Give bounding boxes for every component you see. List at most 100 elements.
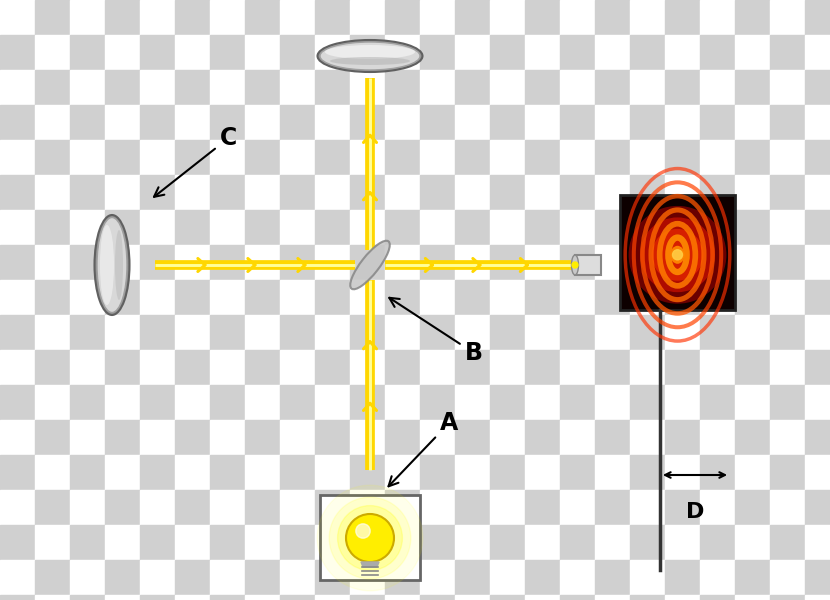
Bar <box>665 175 700 210</box>
Bar <box>385 35 420 70</box>
Bar <box>245 140 280 175</box>
Bar <box>490 525 525 560</box>
Bar <box>280 490 315 525</box>
Bar <box>805 70 830 105</box>
Bar <box>0 455 35 490</box>
Bar <box>175 35 210 70</box>
Bar <box>630 525 665 560</box>
Bar <box>665 315 700 350</box>
Bar <box>770 35 805 70</box>
Bar <box>105 70 140 105</box>
Bar <box>35 455 70 490</box>
Bar <box>35 35 70 70</box>
Text: D: D <box>686 502 704 522</box>
Bar <box>280 455 315 490</box>
Bar <box>175 0 210 35</box>
Bar <box>735 210 770 245</box>
Bar <box>0 525 35 560</box>
Bar <box>70 210 105 245</box>
Bar <box>560 105 595 140</box>
Bar <box>525 420 560 455</box>
Bar <box>490 455 525 490</box>
Bar <box>105 350 140 385</box>
Bar <box>420 280 455 315</box>
Bar <box>210 420 245 455</box>
Bar <box>560 490 595 525</box>
Bar <box>315 455 350 490</box>
Bar <box>525 35 560 70</box>
Bar <box>385 455 420 490</box>
Bar <box>105 210 140 245</box>
Bar <box>490 105 525 140</box>
Bar <box>560 350 595 385</box>
Bar <box>770 0 805 35</box>
Bar <box>595 210 630 245</box>
Circle shape <box>317 485 422 591</box>
Bar <box>35 595 70 600</box>
Bar <box>280 35 315 70</box>
Bar <box>140 280 175 315</box>
Bar <box>70 245 105 280</box>
Bar <box>560 35 595 70</box>
Bar <box>560 0 595 35</box>
Bar <box>770 525 805 560</box>
Bar <box>700 210 735 245</box>
Bar <box>630 175 665 210</box>
Bar <box>245 420 280 455</box>
Bar <box>595 560 630 595</box>
Bar <box>490 385 525 420</box>
Bar <box>0 560 35 595</box>
Bar <box>350 420 385 455</box>
Bar <box>630 35 665 70</box>
Bar <box>630 315 665 350</box>
Bar <box>420 35 455 70</box>
Bar <box>175 420 210 455</box>
Bar <box>665 490 700 525</box>
Bar <box>280 420 315 455</box>
Bar <box>770 105 805 140</box>
Bar <box>175 385 210 420</box>
Bar <box>560 245 595 280</box>
Bar <box>350 315 385 350</box>
Bar <box>560 315 595 350</box>
Bar <box>455 175 490 210</box>
Bar <box>560 70 595 105</box>
Bar <box>575 255 601 275</box>
Bar <box>665 420 700 455</box>
Bar <box>315 105 350 140</box>
Bar <box>770 350 805 385</box>
Bar <box>210 175 245 210</box>
Bar <box>420 420 455 455</box>
Bar <box>315 35 350 70</box>
Bar <box>665 70 700 105</box>
Bar <box>595 385 630 420</box>
Bar <box>595 70 630 105</box>
Bar <box>105 280 140 315</box>
Bar <box>245 105 280 140</box>
Bar <box>665 385 700 420</box>
Bar <box>700 175 735 210</box>
Bar <box>315 490 350 525</box>
Bar <box>70 70 105 105</box>
Bar <box>735 385 770 420</box>
Bar <box>350 210 385 245</box>
Bar <box>70 420 105 455</box>
Bar <box>140 105 175 140</box>
Bar <box>560 525 595 560</box>
Bar <box>385 315 420 350</box>
Bar <box>665 105 700 140</box>
Bar <box>525 455 560 490</box>
Bar <box>0 385 35 420</box>
Bar <box>420 560 455 595</box>
Bar <box>70 490 105 525</box>
Bar <box>350 35 385 70</box>
Bar <box>420 595 455 600</box>
Bar <box>455 70 490 105</box>
Bar <box>245 70 280 105</box>
Bar <box>385 105 420 140</box>
Bar <box>420 0 455 35</box>
Bar <box>175 560 210 595</box>
Bar <box>105 105 140 140</box>
Bar <box>735 70 770 105</box>
Bar <box>805 280 830 315</box>
